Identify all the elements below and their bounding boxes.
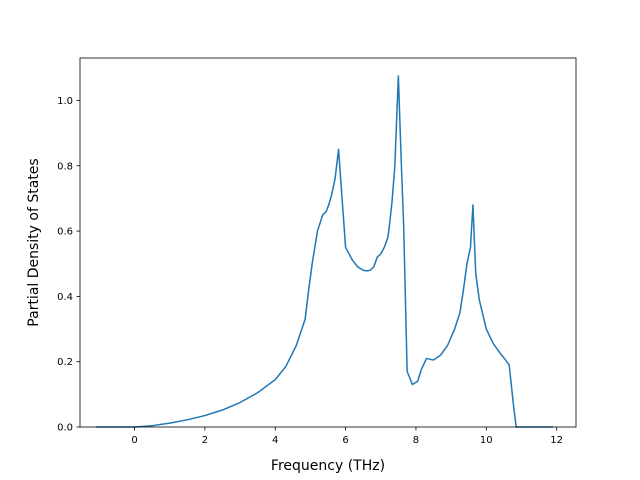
y-axis-ticks: 0.0 0.2 0.4 0.6 0.8 1.0 xyxy=(57,96,80,434)
y-tick-label: 1.0 xyxy=(57,96,73,107)
pdos-series-line xyxy=(95,75,554,428)
x-tick-label: 10 xyxy=(480,435,493,446)
y-tick-label: 0.2 xyxy=(57,357,73,368)
x-tick-label: 12 xyxy=(550,435,563,446)
x-tick-label: 6 xyxy=(342,435,348,446)
y-tick-label: 0.4 xyxy=(57,292,73,303)
plot-area xyxy=(95,75,554,428)
y-tick-label: 0.8 xyxy=(57,161,73,172)
x-axis-ticks: 0 2 4 6 8 10 12 xyxy=(131,427,563,446)
axes-frame xyxy=(79,57,577,428)
x-axis-title: Frequency (THz) xyxy=(271,458,385,474)
x-tick-label: 0 xyxy=(131,435,137,446)
x-tick-label: 4 xyxy=(272,435,278,446)
x-tick-label: 2 xyxy=(202,435,208,446)
y-tick-label: 0.6 xyxy=(57,227,73,238)
y-axis-title: Partial Density of States xyxy=(26,158,42,326)
y-tick-label: 0.0 xyxy=(57,423,73,434)
x-tick-label: 8 xyxy=(413,435,419,446)
